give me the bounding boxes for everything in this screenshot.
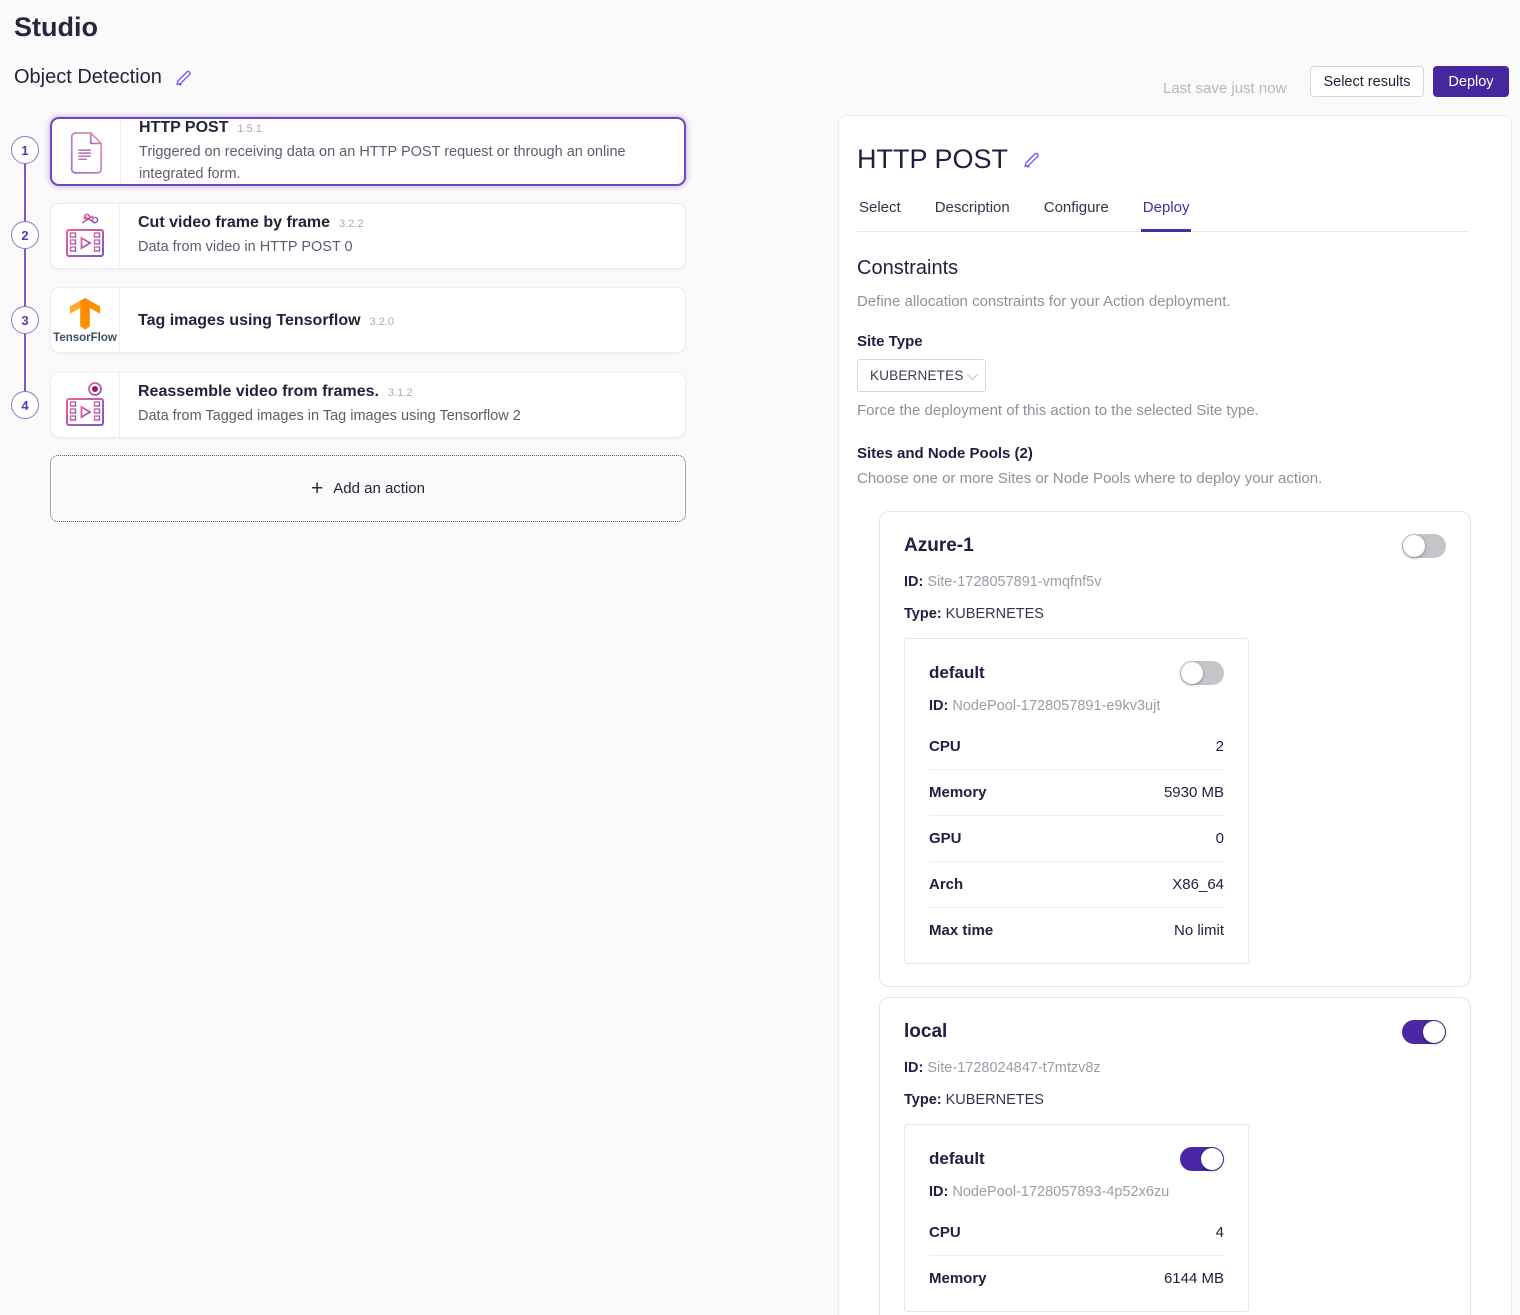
site-type-label: Site Type (857, 333, 923, 350)
tab-deploy[interactable]: Deploy (1140, 199, 1192, 232)
node-pool-id-row: ID: NodePool-1728057893-4p52x6zu (929, 1184, 1170, 1200)
step-version: 3.1.2 (388, 387, 413, 400)
add-action-button[interactable]: + Add an action (50, 455, 686, 522)
pipeline-name-row: Object Detection (14, 66, 193, 89)
select-results-button[interactable]: Select results (1310, 66, 1424, 97)
node-pool-card: default ID: NodePool-1728057893-4p52x6zu… (904, 1124, 1249, 1312)
spec-row-cpu: CPU 4 (929, 1210, 1224, 1256)
reassemble-video-film-record-icon (51, 373, 120, 437)
site-name: Azure-1 (904, 535, 974, 556)
step-card-reassemble-video[interactable]: Reassemble video from frames. 3.1.2 Data… (50, 372, 686, 438)
site-id-row: ID: Site-1728024847-t7mtzv8z (904, 1060, 1101, 1076)
constraints-subtitle: Define allocation constraints for your A… (857, 293, 1231, 310)
tab-configure[interactable]: Configure (1043, 199, 1109, 216)
node-pool-id-row: ID: NodePool-1728057891-e9kv3ujt (929, 698, 1161, 714)
site-type-help: Force the deployment of this action to t… (857, 402, 1259, 419)
node-pool-toggle[interactable] (1180, 661, 1224, 685)
site-id-row: ID: Site-1728057891-vmqfnf5v (904, 574, 1102, 590)
action-detail-panel: HTTP POST Select Description Configure D… (838, 115, 1512, 1315)
site-toggle[interactable] (1402, 534, 1446, 558)
step-title: Reassemble video from frames. (138, 383, 379, 401)
site-card-azure-1: Azure-1 ID: Site-1728057891-vmqfnf5v Typ… (879, 511, 1471, 987)
site-type-value: KUBERNETES (870, 368, 964, 383)
pencil-edit-icon[interactable] (1022, 150, 1041, 169)
pipeline-name: Object Detection (14, 66, 162, 88)
step-description: Data from video in HTTP POST 0 (138, 239, 353, 256)
spec-row-gpu: GPU 0 (929, 816, 1224, 862)
tensorflow-wordmark: TensorFlow (53, 331, 117, 344)
node-pool-specs: CPU 4 Memory 6144 MB (929, 1210, 1224, 1301)
page-title: Studio (14, 12, 98, 42)
site-type-dropdown[interactable]: KUBERNETES (857, 359, 986, 392)
panel-tabs: Select Description Configure Deploy (857, 199, 1469, 232)
chevron-down-icon (966, 368, 979, 380)
step-number-4: 4 (11, 391, 39, 419)
node-pool-card: default ID: NodePool-1728057891-e9kv3ujt… (904, 638, 1249, 964)
step-version: 1.5.1 (237, 122, 262, 135)
step-version: 3.2.0 (369, 315, 395, 328)
step-card-tag-images-tensorflow[interactable]: TensorFlow Tag images using Tensorflow 3… (50, 287, 686, 353)
sites-help: Choose one or more Sites or Node Pools w… (857, 470, 1323, 487)
spec-row-max-time: Max time No limit (929, 922, 1224, 939)
step-version: 3.2.2 (339, 218, 364, 231)
panel-title: HTTP POST (857, 144, 1009, 174)
step-number-2: 2 (11, 221, 39, 249)
step-title: Tag images using Tensorflow (138, 311, 361, 329)
site-type-row: Type: KUBERNETES (904, 606, 1044, 622)
deploy-button[interactable]: Deploy (1433, 66, 1509, 97)
node-pool-name: default (929, 1149, 985, 1168)
site-type-row: Type: KUBERNETES (904, 1092, 1044, 1108)
node-pool-name: default (929, 663, 985, 682)
last-save-status: Last save just now (1163, 80, 1287, 97)
step-description: Data from Tagged images in Tag images us… (138, 408, 521, 425)
site-name: local (904, 1021, 948, 1042)
workflow-connector-line (24, 150, 26, 406)
site-card-local: local ID: Site-1728024847-t7mtzv8z Type:… (879, 997, 1471, 1315)
node-pool-toggle[interactable] (1180, 1147, 1224, 1171)
step-title: Cut video frame by frame (138, 214, 331, 232)
plus-icon: + (310, 477, 324, 500)
constraints-heading: Constraints (857, 257, 959, 279)
step-number-1: 1 (11, 136, 39, 164)
step-description: Triggered on receiving data on an HTTP P… (139, 143, 626, 182)
step-title: HTTP POST (139, 118, 229, 136)
cut-video-film-scissors-icon (51, 204, 120, 268)
step-card-cut-video[interactable]: Cut video frame by frame 3.2.2 Data from… (50, 203, 686, 269)
step-card-http-post[interactable]: HTTP POST 1.5.1 Triggered on receiving d… (50, 117, 686, 186)
spec-row-memory: Memory 5930 MB (929, 770, 1224, 816)
pencil-edit-icon[interactable] (174, 68, 193, 87)
tab-description[interactable]: Description (934, 199, 1010, 216)
tensorflow-logo-icon: TensorFlow (51, 288, 120, 352)
spec-row-memory: Memory 6144 MB (929, 1270, 1224, 1287)
site-toggle[interactable] (1402, 1020, 1446, 1044)
spec-row-cpu: CPU 2 (929, 724, 1224, 770)
spec-row-arch: Arch X86_64 (929, 862, 1224, 908)
node-pool-specs: CPU 2 Memory 5930 MB GPU 0 Arch X86_64 M… (929, 724, 1224, 953)
tab-select[interactable]: Select (859, 199, 901, 216)
http-post-document-icon (52, 119, 121, 184)
sites-and-node-pools-label: Sites and Node Pools (2) (857, 445, 1033, 462)
step-number-3: 3 (11, 306, 39, 334)
